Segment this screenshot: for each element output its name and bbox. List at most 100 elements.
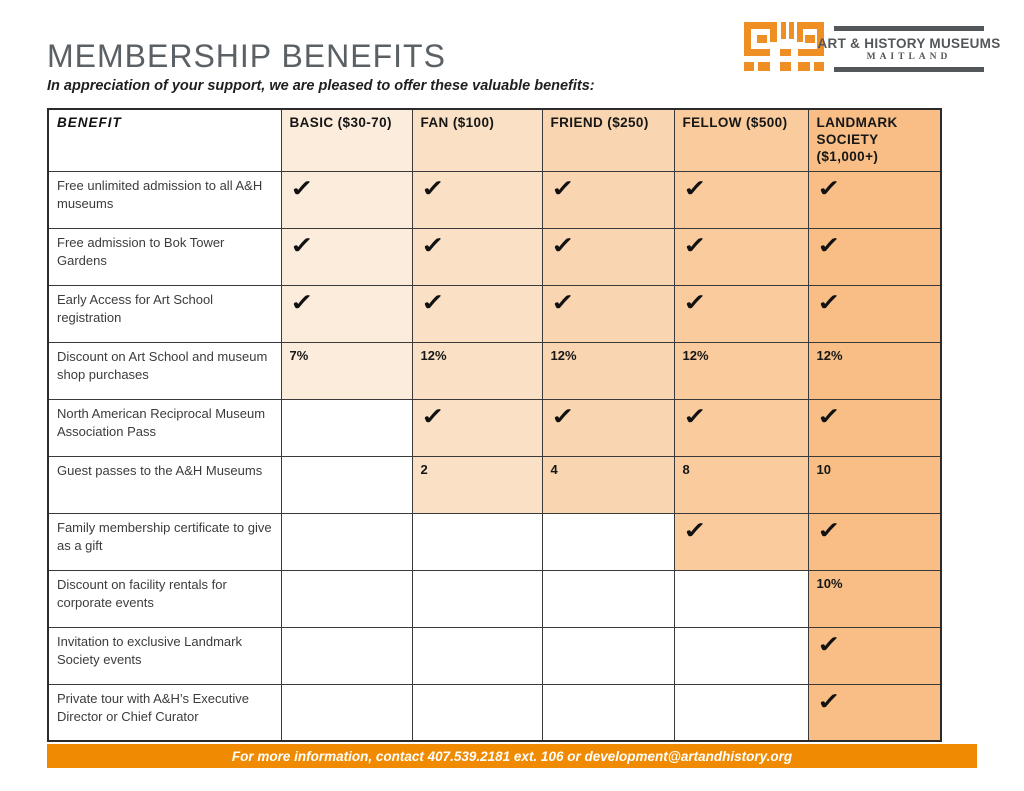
empty-cell xyxy=(280,569,413,628)
checkmark-icon: ✓ xyxy=(816,516,841,543)
logo-rule-bottom xyxy=(834,67,984,72)
empty-cell xyxy=(673,683,809,742)
empty-cell xyxy=(673,626,809,685)
benefit-value: 12% xyxy=(541,341,675,400)
benefit-value: 12% xyxy=(411,341,543,400)
checkmark-icon: ✓ xyxy=(541,227,675,286)
logo-name: ART & HISTORY MUSEUMS xyxy=(817,36,1001,51)
checkmark-icon: ✓ xyxy=(673,512,809,571)
benefit-row: Invitation to exclusive Landmark Society… xyxy=(47,626,942,685)
checkmark-icon: ✓ xyxy=(420,402,445,429)
benefit-row: North American Reciprocal Museum Associa… xyxy=(47,398,942,457)
checkmark-icon: ✓ xyxy=(682,174,707,201)
empty-cell xyxy=(541,626,675,685)
tier-header-2: FRIEND ($250) xyxy=(541,108,675,172)
benefit-row: Private tour with A&H’s Executive Direct… xyxy=(47,683,942,742)
benefit-label: Discount on Art School and museum shop p… xyxy=(47,341,282,400)
checkmark-icon: ✓ xyxy=(289,231,314,258)
benefit-label: Guest passes to the A&H Museums xyxy=(47,455,282,514)
empty-cell xyxy=(541,512,675,571)
checkmark-icon: ✓ xyxy=(411,398,543,457)
empty-cell xyxy=(280,398,413,457)
membership-benefits-table: BENEFIT BASIC ($30-70) FAN ($100) FRIEND (… xyxy=(47,108,942,743)
benefit-row: Guest passes to the A&H Museums 2 4 8 10 xyxy=(47,455,942,514)
logo-wordmark: ART & HISTORY MUSEUMS MAITLAND xyxy=(817,26,1000,72)
tier-header-1: FAN ($100) xyxy=(411,108,543,172)
benefit-label: Private tour with A&H’s Executive Direct… xyxy=(47,683,282,742)
benefit-row: Early Access for Art School registration… xyxy=(47,284,942,343)
checkmark-icon: ✓ xyxy=(420,288,445,315)
benefit-label: Free admission to Bok Tower Gardens xyxy=(47,227,282,286)
empty-cell xyxy=(280,455,413,514)
empty-cell xyxy=(280,512,413,571)
checkmark-icon: ✓ xyxy=(807,683,942,742)
checkmark-icon: ✓ xyxy=(550,402,575,429)
checkmark-icon: ✓ xyxy=(411,227,543,286)
page-title: MEMBERSHIP BENEFITS xyxy=(47,38,446,74)
benefit-value: 10 xyxy=(807,455,942,514)
checkmark-icon: ✓ xyxy=(807,398,942,457)
ahm-kufic-logo-icon xyxy=(738,20,826,78)
checkmark-icon: ✓ xyxy=(816,231,841,258)
tier-header-3: FELLOW ($500) xyxy=(673,108,809,172)
checkmark-icon: ✓ xyxy=(682,516,707,543)
benefit-value: 12% xyxy=(807,341,942,400)
checkmark-icon: ✓ xyxy=(673,284,809,343)
logo-city: MAITLAND xyxy=(866,52,952,62)
checkmark-icon: ✓ xyxy=(807,284,942,343)
benefit-label: Invitation to exclusive Landmark Society… xyxy=(47,626,282,685)
logo: ART & HISTORY MUSEUMS MAITLAND xyxy=(738,20,1000,78)
footer-bar: For more information, contact 407.539.21… xyxy=(47,744,977,768)
checkmark-icon: ✓ xyxy=(280,227,413,286)
benefit-column-header: BENEFIT xyxy=(47,108,282,172)
checkmark-icon: ✓ xyxy=(289,288,314,315)
benefit-value: 10% xyxy=(807,569,942,628)
checkmark-icon: ✓ xyxy=(420,174,445,201)
checkmark-icon: ✓ xyxy=(816,402,841,429)
benefit-row: Discount on facility rentals for corpora… xyxy=(47,569,942,628)
benefit-value: 8 xyxy=(673,455,809,514)
checkmark-icon: ✓ xyxy=(541,170,675,229)
benefit-row: Free admission to Bok Tower Gardens ✓ ✓ ✓ ✓ ✓ xyxy=(47,227,942,286)
benefit-label: Free unlimited admission to all A&H muse… xyxy=(47,170,282,229)
empty-cell xyxy=(411,569,543,628)
checkmark-icon: ✓ xyxy=(816,288,841,315)
benefit-value: 12% xyxy=(673,341,809,400)
checkmark-icon: ✓ xyxy=(411,284,543,343)
checkmark-icon: ✓ xyxy=(807,512,942,571)
tier-header-0: BASIC ($30-70) xyxy=(280,108,413,172)
checkmark-icon: ✓ xyxy=(673,227,809,286)
checkmark-icon: ✓ xyxy=(816,630,841,657)
checkmark-icon: ✓ xyxy=(541,398,675,457)
checkmark-icon: ✓ xyxy=(280,170,413,229)
checkmark-icon: ✓ xyxy=(280,284,413,343)
empty-cell xyxy=(411,512,543,571)
checkmark-icon: ✓ xyxy=(682,402,707,429)
checkmark-icon: ✓ xyxy=(550,288,575,315)
checkmark-icon: ✓ xyxy=(807,227,942,286)
checkmark-icon: ✓ xyxy=(682,288,707,315)
checkmark-icon: ✓ xyxy=(550,174,575,201)
benefit-label: Discount on facility rentals for corpora… xyxy=(47,569,282,628)
tier-header-4: LANDMARK SOCIETY ($1,000+) xyxy=(807,108,942,172)
empty-cell xyxy=(411,683,543,742)
empty-cell xyxy=(280,626,413,685)
table-header-row: BENEFIT BASIC ($30-70) FAN ($100) FRIEND (… xyxy=(47,108,942,172)
empty-cell xyxy=(411,626,543,685)
checkmark-icon: ✓ xyxy=(682,231,707,258)
checkmark-icon: ✓ xyxy=(816,174,841,201)
benefit-value: 7% xyxy=(280,341,413,400)
empty-cell xyxy=(541,569,675,628)
checkmark-icon: ✓ xyxy=(541,284,675,343)
benefit-row: Family membership certificate to give as… xyxy=(47,512,942,571)
empty-cell xyxy=(280,683,413,742)
checkmark-icon: ✓ xyxy=(411,170,543,229)
checkmark-icon: ✓ xyxy=(673,398,809,457)
checkmark-icon: ✓ xyxy=(673,170,809,229)
checkmark-icon: ✓ xyxy=(816,687,841,714)
benefit-label: Early Access for Art School registration xyxy=(47,284,282,343)
footer-contact-text: For more information, contact 407.539.21… xyxy=(231,748,793,764)
checkmark-icon: ✓ xyxy=(807,170,942,229)
logo-rule-top xyxy=(834,26,984,31)
page-subtitle: In appreciation of your support, we are … xyxy=(47,78,595,94)
